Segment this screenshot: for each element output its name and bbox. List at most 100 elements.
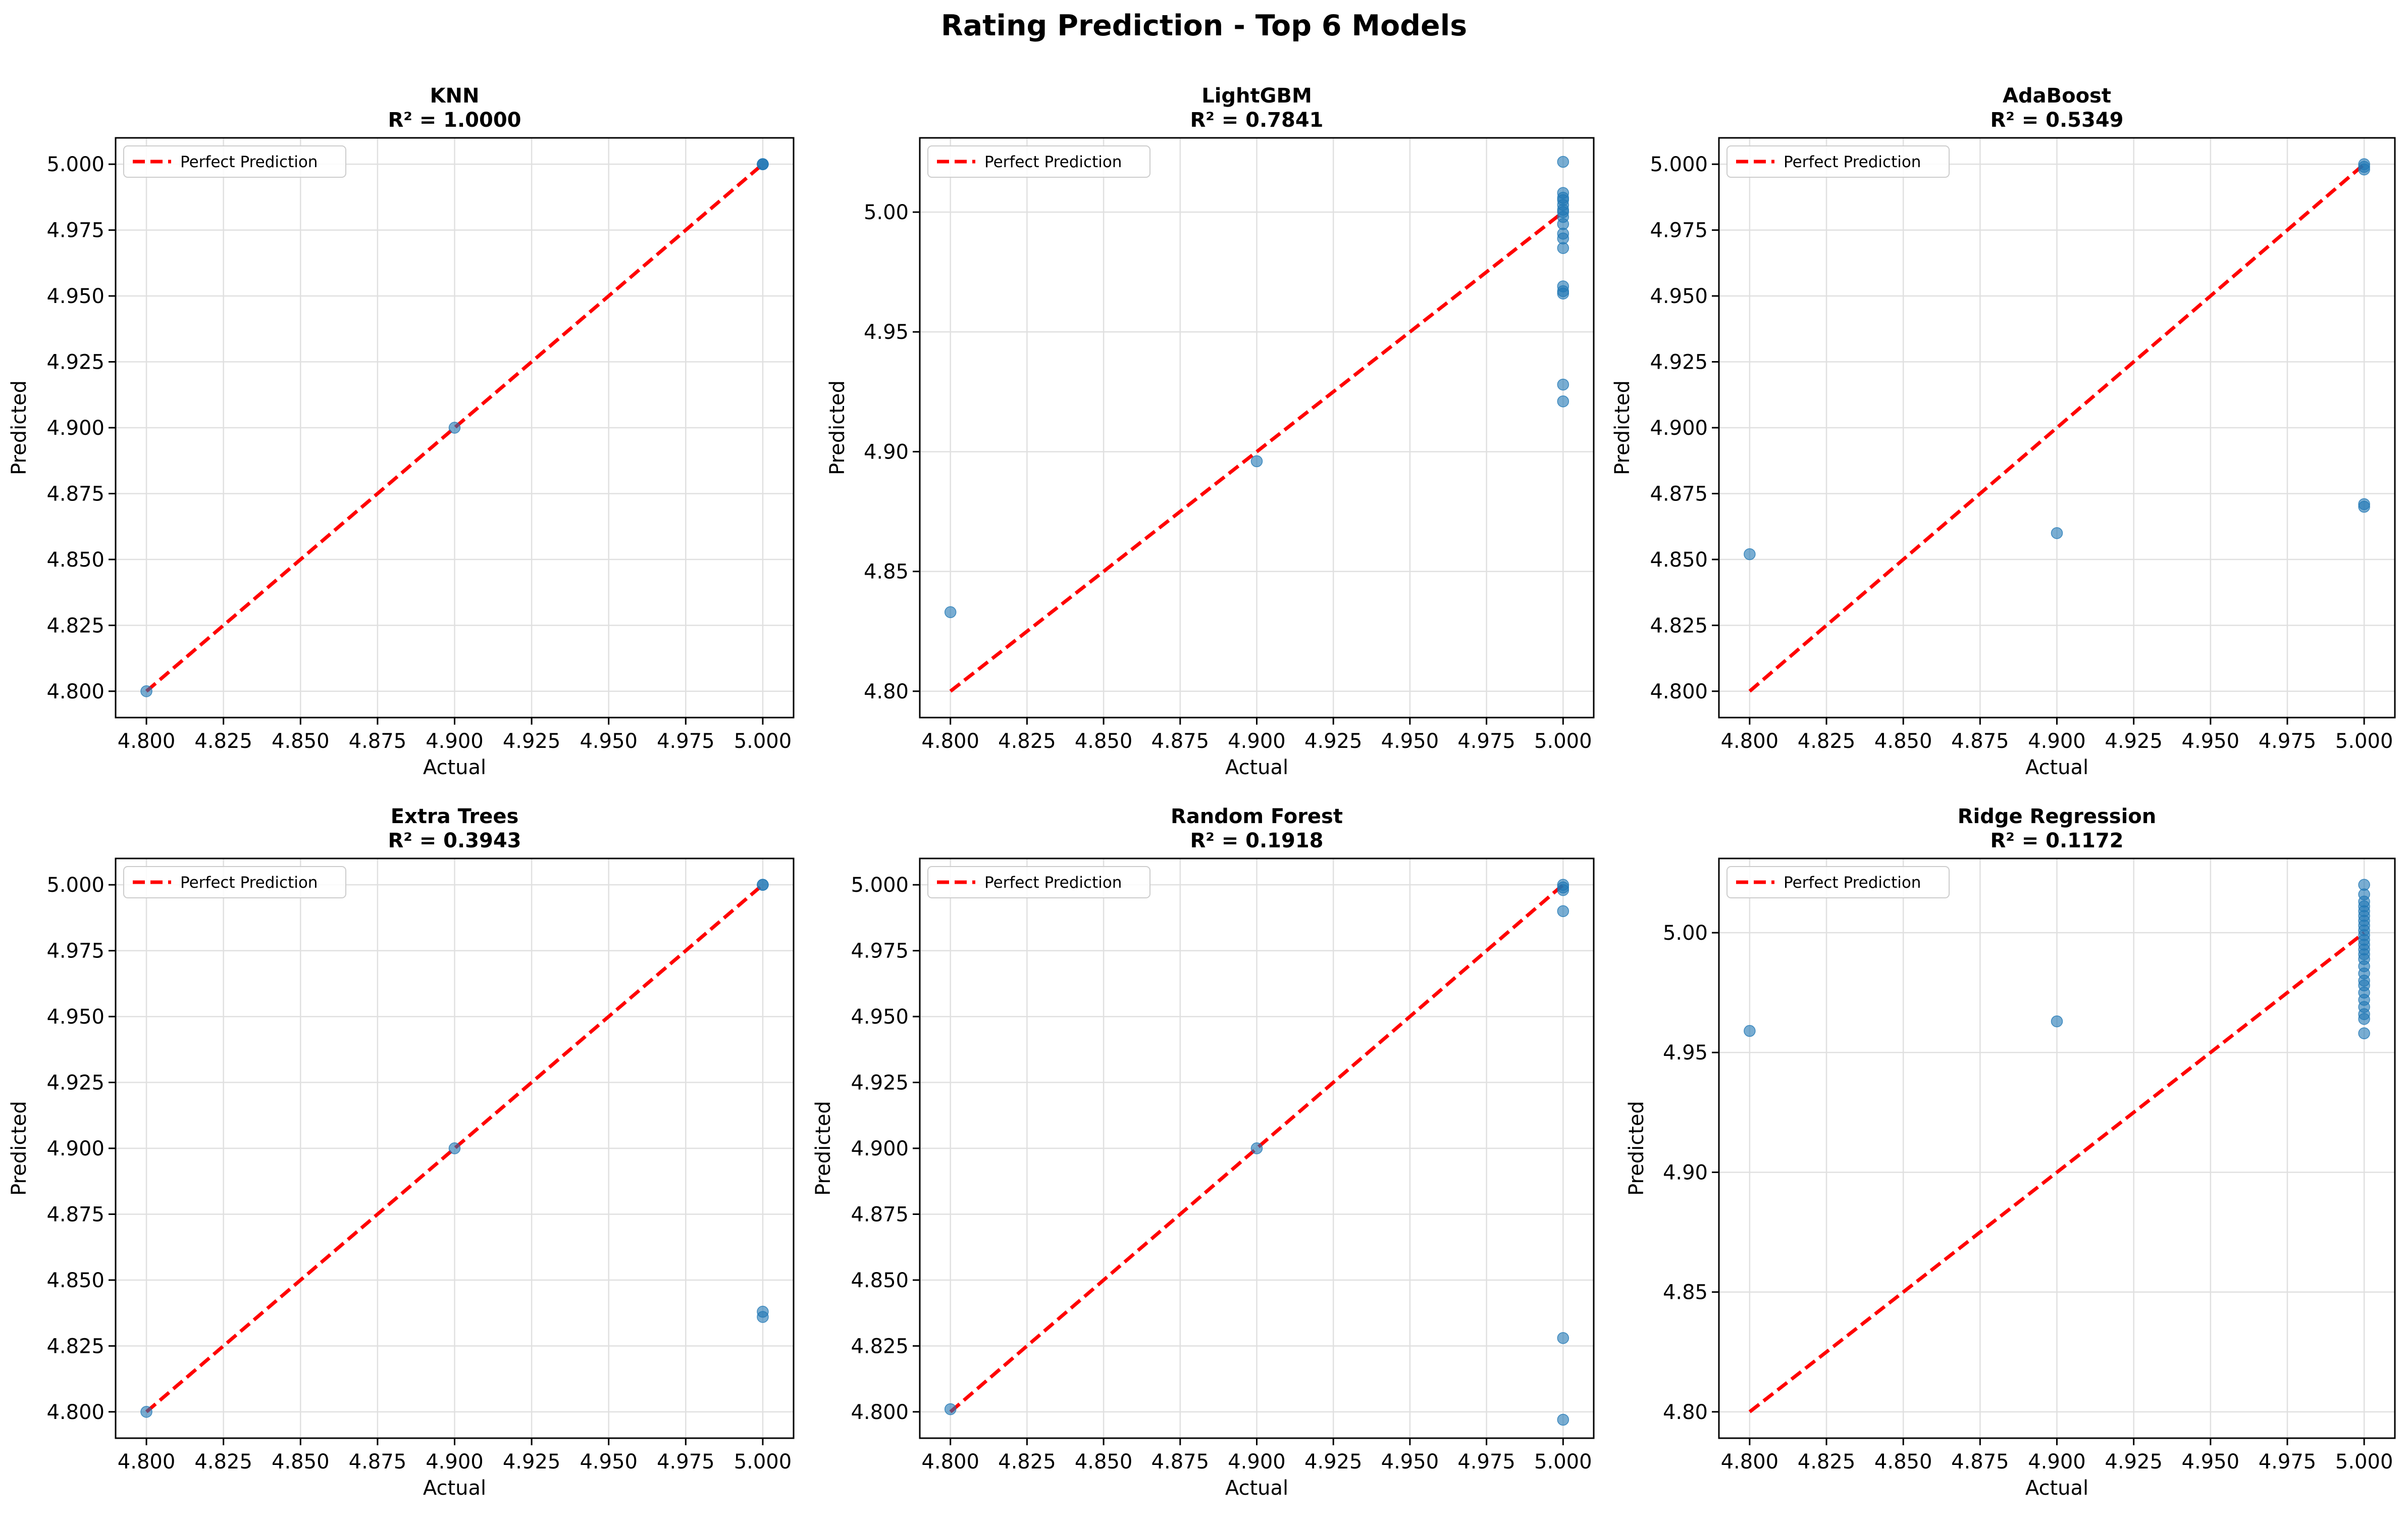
y-tick-label: 4.825 xyxy=(1650,614,1708,637)
y-tick-label: 4.900 xyxy=(46,1137,104,1160)
perfect-prediction-line xyxy=(145,883,764,1413)
legend-label: Perfect Prediction xyxy=(1784,874,1921,892)
x-tick-label: 4.800 xyxy=(921,730,979,753)
x-axis-label: Actual xyxy=(2025,1477,2088,1500)
data-point xyxy=(2358,500,2370,513)
y-tick-label: 4.800 xyxy=(1650,680,1708,703)
x-tick-label: 4.900 xyxy=(426,1450,484,1474)
perfect-prediction-line xyxy=(949,211,1564,693)
legend-box xyxy=(927,145,1150,178)
y-tick-label: 4.875 xyxy=(46,1203,104,1226)
y-axis-label: Predicted xyxy=(1611,380,1634,475)
y-tick-label: 4.800 xyxy=(46,1401,104,1424)
perfect-prediction-line xyxy=(145,163,764,693)
y-tick-label: 4.850 xyxy=(1650,548,1708,572)
data-point xyxy=(2358,163,2370,176)
data-point xyxy=(1557,395,1569,408)
x-axis-label: Actual xyxy=(423,756,486,779)
x-axis-label: Actual xyxy=(2025,756,2088,779)
subplot-2: 4.800 4.825 4.850 4.875 4.900 4.925 4.950 4.975… xyxy=(826,84,1595,779)
legend-box xyxy=(123,866,346,898)
y-tick-label: 5.000 xyxy=(851,874,909,897)
y-tick-label: 4.875 xyxy=(46,482,104,505)
y-axis-label: Predicted xyxy=(8,380,31,475)
subplot-r2-label: R² = 0.5349 xyxy=(1990,109,2123,132)
x-tick-label: 4.875 xyxy=(349,730,407,753)
x-tick-label: 4.825 xyxy=(1798,730,1856,753)
y-tick-label: 4.925 xyxy=(1650,351,1708,374)
x-tick-label: 5.000 xyxy=(1534,730,1592,753)
y-tick-label: 4.900 xyxy=(46,417,104,440)
data-point xyxy=(1744,548,1756,561)
y-tick-label: 4.80 xyxy=(864,680,909,703)
x-tick-label: 4.850 xyxy=(1075,1450,1133,1474)
x-tick-label: 4.950 xyxy=(580,1450,638,1474)
legend-box xyxy=(927,866,1150,898)
x-tick-label: 5.000 xyxy=(2335,730,2393,753)
y-tick-label: 4.850 xyxy=(46,548,104,572)
y-tick-label: 4.950 xyxy=(851,1005,909,1029)
x-tick-label: 4.975 xyxy=(1457,730,1515,753)
perfect-prediction-line xyxy=(1748,931,2366,1413)
x-tick-label: 4.875 xyxy=(349,1450,407,1474)
y-tick-label: 4.95 xyxy=(1663,1041,1708,1064)
data-point xyxy=(1250,455,1263,468)
legend-label: Perfect Prediction xyxy=(1784,153,1921,171)
subplot-r2-label: R² = 1.0000 xyxy=(388,109,521,132)
legend: Perfect Prediction xyxy=(927,866,1150,898)
data-point xyxy=(2358,1027,2370,1040)
figure-title: Rating Prediction - Top 6 Models xyxy=(940,9,1468,42)
x-tick-label: 4.900 xyxy=(2028,730,2086,753)
x-tick-label: 4.800 xyxy=(921,1450,979,1474)
y-tick-label: 4.85 xyxy=(864,561,909,584)
y-tick-label: 4.975 xyxy=(46,940,104,963)
data-point xyxy=(1557,884,1569,896)
x-tick-label: 4.975 xyxy=(1457,1450,1515,1474)
y-tick-label: 4.950 xyxy=(46,285,104,308)
data-point xyxy=(1557,378,1569,391)
y-tick-label: 5.00 xyxy=(864,201,909,224)
data-point xyxy=(1557,1413,1569,1426)
x-tick-label: 4.900 xyxy=(2028,1450,2086,1474)
data-point xyxy=(1744,1025,1756,1037)
subplot-3: 4.800 4.825 4.850 4.875 4.900 4.925 4.950 4.975… xyxy=(1611,84,2396,779)
x-tick-label: 4.950 xyxy=(2182,730,2240,753)
y-tick-label: 5.000 xyxy=(1650,153,1708,176)
subplot-title: AdaBoost xyxy=(2003,84,2111,108)
y-tick-label: 4.825 xyxy=(46,1335,104,1358)
data-point xyxy=(1557,905,1569,918)
x-tick-label: 4.925 xyxy=(2105,1450,2163,1474)
y-tick-label: 4.875 xyxy=(1650,482,1708,505)
y-tick-label: 4.975 xyxy=(851,940,909,963)
x-tick-label: 4.800 xyxy=(1721,1450,1779,1474)
y-tick-label: 4.900 xyxy=(851,1137,909,1160)
subplot-r2-label: R² = 0.1918 xyxy=(1190,829,1323,852)
y-tick-label: 4.800 xyxy=(46,680,104,703)
legend-label: Perfect Prediction xyxy=(984,153,1122,171)
y-tick-label: 5.000 xyxy=(46,874,104,897)
x-tick-label: 4.825 xyxy=(998,1450,1056,1474)
y-axis-label: Predicted xyxy=(826,380,849,475)
y-tick-label: 5.000 xyxy=(46,153,104,176)
subplot-5: 4.800 4.825 4.850 4.875 4.900 4.925 4.950 4.975… xyxy=(812,805,1595,1500)
x-axis-label: Actual xyxy=(423,1477,486,1500)
data-point xyxy=(1557,156,1569,168)
data-point xyxy=(757,158,769,170)
x-tick-label: 4.850 xyxy=(1075,730,1133,753)
x-tick-label: 4.825 xyxy=(194,730,252,753)
y-tick-label: 4.85 xyxy=(1663,1281,1708,1304)
y-tick-label: 4.95 xyxy=(864,321,909,344)
y-axis-label: Predicted xyxy=(1625,1101,1648,1196)
x-tick-label: 5.000 xyxy=(1534,1450,1592,1474)
y-tick-label: 4.975 xyxy=(1650,219,1708,242)
subplot-title: LightGBM xyxy=(1201,84,1312,108)
legend-label: Perfect Prediction xyxy=(180,153,318,171)
legend-box xyxy=(123,145,346,178)
data-point xyxy=(944,606,957,619)
y-tick-label: 4.975 xyxy=(46,219,104,242)
x-tick-label: 4.850 xyxy=(272,730,330,753)
legend: Perfect Prediction xyxy=(1726,145,1950,178)
y-tick-label: 4.800 xyxy=(851,1401,909,1424)
x-tick-label: 4.925 xyxy=(503,1450,561,1474)
x-tick-label: 5.000 xyxy=(2335,1450,2393,1474)
